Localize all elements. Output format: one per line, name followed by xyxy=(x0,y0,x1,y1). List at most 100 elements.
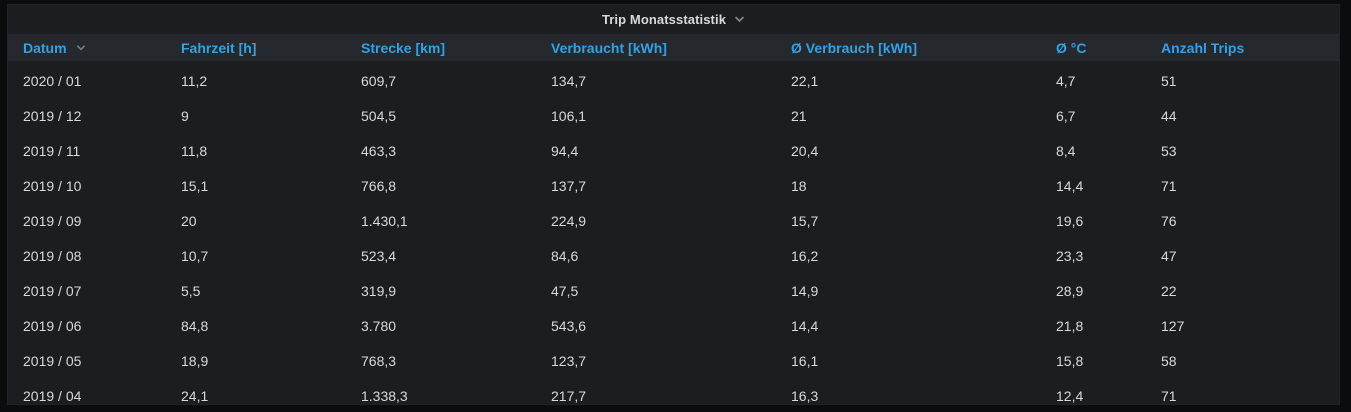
column-header-anzahl-trips[interactable]: Anzahl Trips xyxy=(1161,40,1339,56)
cell-anzahl-trips: 22 xyxy=(1161,282,1177,299)
cell-strecke-km: 1.338,3 xyxy=(361,387,408,404)
cell-verbrauch-kwh: 14,4 xyxy=(791,317,819,334)
sort-chevron-down-icon xyxy=(76,43,86,53)
cell-datum: 2019 / 10 xyxy=(23,177,82,194)
cell-verbraucht-kwh: 134,7 xyxy=(551,72,587,89)
cell-c: 14,4 xyxy=(1056,177,1084,194)
cell-anzahl-trips: 127 xyxy=(1161,317,1185,334)
table-row: 2019 / 11 11,8 463,3 94,4 20,4 8,4 53 xyxy=(8,133,1339,168)
cell-fahrzeit-h: 15,1 xyxy=(181,177,209,194)
cell-datum: 2019 / 08 xyxy=(23,247,82,264)
cell-anzahl-trips: 53 xyxy=(1161,142,1177,159)
table-row: 2019 / 10 15,1 766,8 137,7 18 14,4 71 xyxy=(8,168,1339,203)
trip-statistics-table-panel: Trip Monatsstatistik Datum Fahrzeit [h] St… xyxy=(7,4,1340,405)
cell-fahrzeit-h: 18,9 xyxy=(181,352,209,369)
cell-fahrzeit-h: 24,1 xyxy=(181,387,209,404)
column-header-label: Ø °C xyxy=(1056,39,1087,56)
cell-verbraucht-kwh: 137,7 xyxy=(551,177,587,194)
cell-datum: 2019 / 06 xyxy=(23,317,82,334)
table-row: 2019 / 05 18,9 768,3 123,7 16,1 15,8 58 xyxy=(8,343,1339,378)
cell-c: 6,7 xyxy=(1056,107,1076,124)
column-header-label: Fahrzeit [h] xyxy=(181,39,257,56)
table-row: 2019 / 06 84,8 3.780 543,6 14,4 21,8 127 xyxy=(8,308,1339,343)
cell-datum: 2019 / 12 xyxy=(23,107,82,124)
table-row: 2019 / 08 10,7 523,4 84,6 16,2 23,3 47 xyxy=(8,238,1339,273)
cell-verbraucht-kwh: 106,1 xyxy=(551,107,587,124)
cell-c: 23,3 xyxy=(1056,247,1084,264)
cell-fahrzeit-h: 11,2 xyxy=(181,72,208,89)
cell-c: 4,7 xyxy=(1056,72,1076,89)
cell-strecke-km: 609,7 xyxy=(361,72,397,89)
cell-c: 8,4 xyxy=(1056,142,1076,159)
cell-verbrauch-kwh: 21 xyxy=(791,107,807,124)
cell-datum: 2019 / 11 xyxy=(23,142,81,159)
cell-strecke-km: 523,4 xyxy=(361,247,397,264)
column-header-datum[interactable]: Datum xyxy=(23,40,181,56)
cell-c: 15,8 xyxy=(1056,352,1084,369)
cell-verbraucht-kwh: 217,7 xyxy=(551,387,587,404)
table-row: 2019 / 04 24,1 1.338,3 217,7 16,3 12,4 71 xyxy=(8,378,1339,404)
cell-verbraucht-kwh: 543,6 xyxy=(551,317,587,334)
cell-strecke-km: 319,9 xyxy=(361,282,397,299)
cell-datum: 2019 / 04 xyxy=(23,387,82,404)
cell-strecke-km: 463,3 xyxy=(361,142,397,159)
cell-verbraucht-kwh: 84,6 xyxy=(551,247,579,264)
table-row: 2020 / 01 11,2 609,7 134,7 22,1 4,7 51 xyxy=(8,63,1339,98)
cell-verbraucht-kwh: 47,5 xyxy=(551,282,579,299)
cell-verbrauch-kwh: 16,2 xyxy=(791,247,819,264)
column-header-label: Anzahl Trips xyxy=(1161,39,1245,56)
cell-c: 12,4 xyxy=(1056,387,1084,404)
cell-strecke-km: 3.780 xyxy=(361,317,397,334)
cell-verbraucht-kwh: 224,9 xyxy=(551,212,587,229)
cell-verbraucht-kwh: 94,4 xyxy=(551,142,579,159)
cell-verbrauch-kwh: 20,4 xyxy=(791,142,819,159)
column-header-verbrauch-kwh[interactable]: Ø Verbrauch [kWh] xyxy=(791,40,1056,56)
column-header-label: Verbraucht [kWh] xyxy=(551,39,667,56)
cell-fahrzeit-h: 5,5 xyxy=(181,282,201,299)
table-header-row: Datum Fahrzeit [h] Strecke [km] Verbraucht … xyxy=(8,34,1339,61)
cell-fahrzeit-h: 20 xyxy=(181,212,197,229)
cell-strecke-km: 768,3 xyxy=(361,352,397,369)
cell-verbrauch-kwh: 16,1 xyxy=(791,352,819,369)
panel-title[interactable]: Trip Monatsstatistik xyxy=(601,12,727,27)
cell-anzahl-trips: 76 xyxy=(1161,212,1177,229)
cell-fahrzeit-h: 9 xyxy=(181,107,189,124)
column-header-fahrzeit-h[interactable]: Fahrzeit [h] xyxy=(181,40,361,56)
column-header-c[interactable]: Ø °C xyxy=(1056,40,1161,56)
column-header-label: Datum xyxy=(23,39,67,56)
cell-verbrauch-kwh: 22,1 xyxy=(791,72,819,89)
chevron-down-icon xyxy=(734,14,745,25)
column-header-label: Ø Verbrauch [kWh] xyxy=(791,39,918,56)
cell-verbrauch-kwh: 16,3 xyxy=(791,387,819,404)
cell-strecke-km: 766,8 xyxy=(361,177,397,194)
cell-strecke-km: 1.430,1 xyxy=(361,212,408,229)
cell-verbrauch-kwh: 14,9 xyxy=(791,282,819,299)
cell-verbrauch-kwh: 15,7 xyxy=(791,212,819,229)
cell-datum: 2019 / 05 xyxy=(23,352,82,369)
table-row: 2019 / 12 9 504,5 106,1 21 6,7 44 xyxy=(8,98,1339,133)
cell-strecke-km: 504,5 xyxy=(361,107,397,124)
cell-anzahl-trips: 47 xyxy=(1161,247,1177,264)
cell-fahrzeit-h: 10,7 xyxy=(181,247,209,264)
cell-c: 28,9 xyxy=(1056,282,1084,299)
table-body: 2020 / 01 11,2 609,7 134,7 22,1 4,7 51 2019 / 1… xyxy=(8,61,1339,404)
panel-header[interactable]: Trip Monatsstatistik xyxy=(8,5,1339,34)
column-header-verbraucht-kwh[interactable]: Verbraucht [kWh] xyxy=(551,40,791,56)
table-row: 2019 / 07 5,5 319,9 47,5 14,9 28,9 22 xyxy=(8,273,1339,308)
cell-anzahl-trips: 51 xyxy=(1161,72,1177,89)
cell-anzahl-trips: 58 xyxy=(1161,352,1177,369)
cell-datum: 2019 / 09 xyxy=(23,212,82,229)
cell-c: 21,8 xyxy=(1056,317,1084,334)
cell-fahrzeit-h: 84,8 xyxy=(181,317,209,334)
cell-verbraucht-kwh: 123,7 xyxy=(551,352,587,369)
cell-anzahl-trips: 71 xyxy=(1161,177,1177,194)
cell-anzahl-trips: 71 xyxy=(1161,387,1177,404)
cell-datum: 2020 / 01 xyxy=(23,72,82,89)
cell-anzahl-trips: 44 xyxy=(1161,107,1177,124)
column-header-strecke-km[interactable]: Strecke [km] xyxy=(361,40,551,56)
cell-c: 19,6 xyxy=(1056,212,1084,229)
column-header-label: Strecke [km] xyxy=(361,39,446,56)
table-row: 2019 / 09 20 1.430,1 224,9 15,7 19,6 76 xyxy=(8,203,1339,238)
cell-datum: 2019 / 07 xyxy=(23,282,82,299)
